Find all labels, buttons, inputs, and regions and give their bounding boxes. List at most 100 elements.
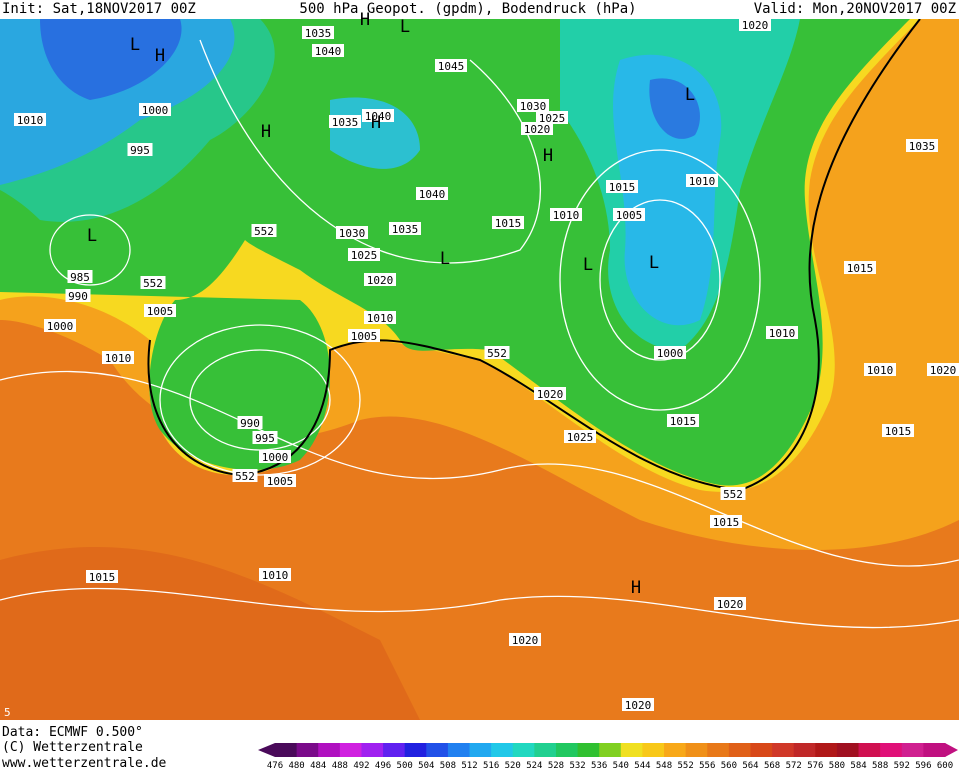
isobar <box>559 149 761 411</box>
isobar-label-box <box>667 414 699 427</box>
isobar-label-box <box>710 515 742 528</box>
colorbar-label: 524 <box>526 761 542 770</box>
isobar-label-box <box>140 276 166 289</box>
pressure-center: H <box>371 113 381 133</box>
isobar-label-box <box>251 224 277 237</box>
isobar-label: 1010 <box>689 175 716 188</box>
isobar-label: 552 <box>723 488 743 501</box>
colorbar-swatch <box>620 743 643 757</box>
isobar-label: 990 <box>68 290 88 303</box>
isobar-label-box <box>127 143 153 156</box>
isobar-label-box <box>348 248 380 261</box>
isobar-label: 1035 <box>305 27 332 40</box>
colorbar-swatch <box>404 743 427 757</box>
colorbar-swatch <box>296 743 319 757</box>
isobar-label-box <box>264 474 296 487</box>
colorbar-label: 548 <box>656 761 672 770</box>
colorbar-swatch <box>880 743 903 757</box>
isobar-label: 1040 <box>315 45 342 58</box>
isobar-label-box <box>67 270 93 283</box>
isobar-label: 1035 <box>909 140 936 153</box>
isobar-label-box <box>606 180 638 193</box>
isobar-label: 1015 <box>670 415 697 428</box>
isobar-label: 985 <box>70 271 90 284</box>
isobar-label: 990 <box>240 417 260 430</box>
colorbar-swatch <box>361 743 384 757</box>
isobar-label-box <box>232 469 258 482</box>
isobar-label: 1005 <box>267 475 294 488</box>
isobar-label-box <box>302 26 334 39</box>
isobar-label: 1015 <box>609 181 636 194</box>
isobar-label-box <box>312 44 344 57</box>
isobar-label: 1025 <box>567 431 594 444</box>
isobar-label-box <box>714 597 746 610</box>
isobar-label: 1040 <box>419 188 446 201</box>
isobar <box>49 214 131 286</box>
isobar-label: 1035 <box>392 223 419 236</box>
isobar-label: 1000 <box>47 320 74 333</box>
isobar-label: 552 <box>487 347 507 360</box>
isobar-label-box <box>906 139 938 152</box>
colorbar-swatch <box>275 743 298 757</box>
isobar-label-box <box>389 222 421 235</box>
isobar-label: 1000 <box>657 347 684 360</box>
pressure-center: L <box>130 35 140 55</box>
isobar-label: 552 <box>143 277 163 290</box>
colorbar-swatch <box>750 743 773 757</box>
isobar-label-box <box>484 346 510 359</box>
isobar-label: 1020 <box>717 598 744 611</box>
isobar-label-box <box>252 431 278 444</box>
isobar-label-box <box>416 187 448 200</box>
isobar-label: 1010 <box>367 312 394 325</box>
isobar-label: 1045 <box>438 60 465 73</box>
isobar-label: 1020 <box>930 364 957 377</box>
colorbar-swatch <box>642 743 665 757</box>
colorbar-swatch <box>901 743 924 757</box>
isobar-label-box <box>102 351 134 364</box>
isobar-label-box <box>517 99 549 112</box>
isobar-label: 1015 <box>847 262 874 275</box>
colorbar-swatch <box>793 743 816 757</box>
colorbar-label: 564 <box>742 761 758 770</box>
colorbar-label: 536 <box>591 761 607 770</box>
valid-time: Valid: Mon,20NOV2017 00Z <box>754 1 956 17</box>
pressure-center: H <box>543 146 553 166</box>
isobar-label: 1020 <box>512 634 539 647</box>
init-time: Init: Sat,18NOV2017 00Z <box>2 1 196 17</box>
isobar-label: 1015 <box>885 425 912 438</box>
colorbar-label: 560 <box>721 761 737 770</box>
pressure-center: L <box>87 226 97 246</box>
isobar-label-box <box>329 115 361 128</box>
isobar-label: 1020 <box>524 123 551 136</box>
colorbar-swatch <box>469 743 492 757</box>
field-dark-orange <box>0 547 420 720</box>
isobar-label-box <box>65 289 91 302</box>
isobar-label-box <box>509 633 541 646</box>
isobar-label-box <box>237 416 263 429</box>
colorbar-swatch <box>923 743 946 757</box>
isobar-label: 1020 <box>537 388 564 401</box>
isobar-label: 1000 <box>142 104 169 117</box>
isobar-label-box <box>364 311 396 324</box>
isobar-label-box <box>362 109 394 122</box>
isobar <box>159 324 361 476</box>
colorbar-label: 508 <box>440 761 456 770</box>
isobar-label-box <box>720 487 746 500</box>
pressure-center: H <box>155 46 165 66</box>
colorbar-swatch <box>555 743 579 757</box>
isobar-label: 1005 <box>616 209 643 222</box>
pressure-center: L <box>583 255 593 275</box>
isobar-label-box <box>364 273 396 286</box>
colorbar-label: 476 <box>267 761 283 770</box>
colorbar-label: 552 <box>678 761 694 770</box>
pressure-center: H <box>261 122 271 142</box>
isobar-label: 995 <box>130 144 150 157</box>
colorbar-label: 556 <box>699 761 715 770</box>
isobar-label: 1020 <box>625 699 652 712</box>
isobar-label: 1010 <box>769 327 796 340</box>
colorbar-label: 488 <box>332 761 348 770</box>
isobar-label-box <box>144 304 176 317</box>
isobar-label-box <box>927 363 959 376</box>
isobar-label: 1020 <box>742 19 769 32</box>
